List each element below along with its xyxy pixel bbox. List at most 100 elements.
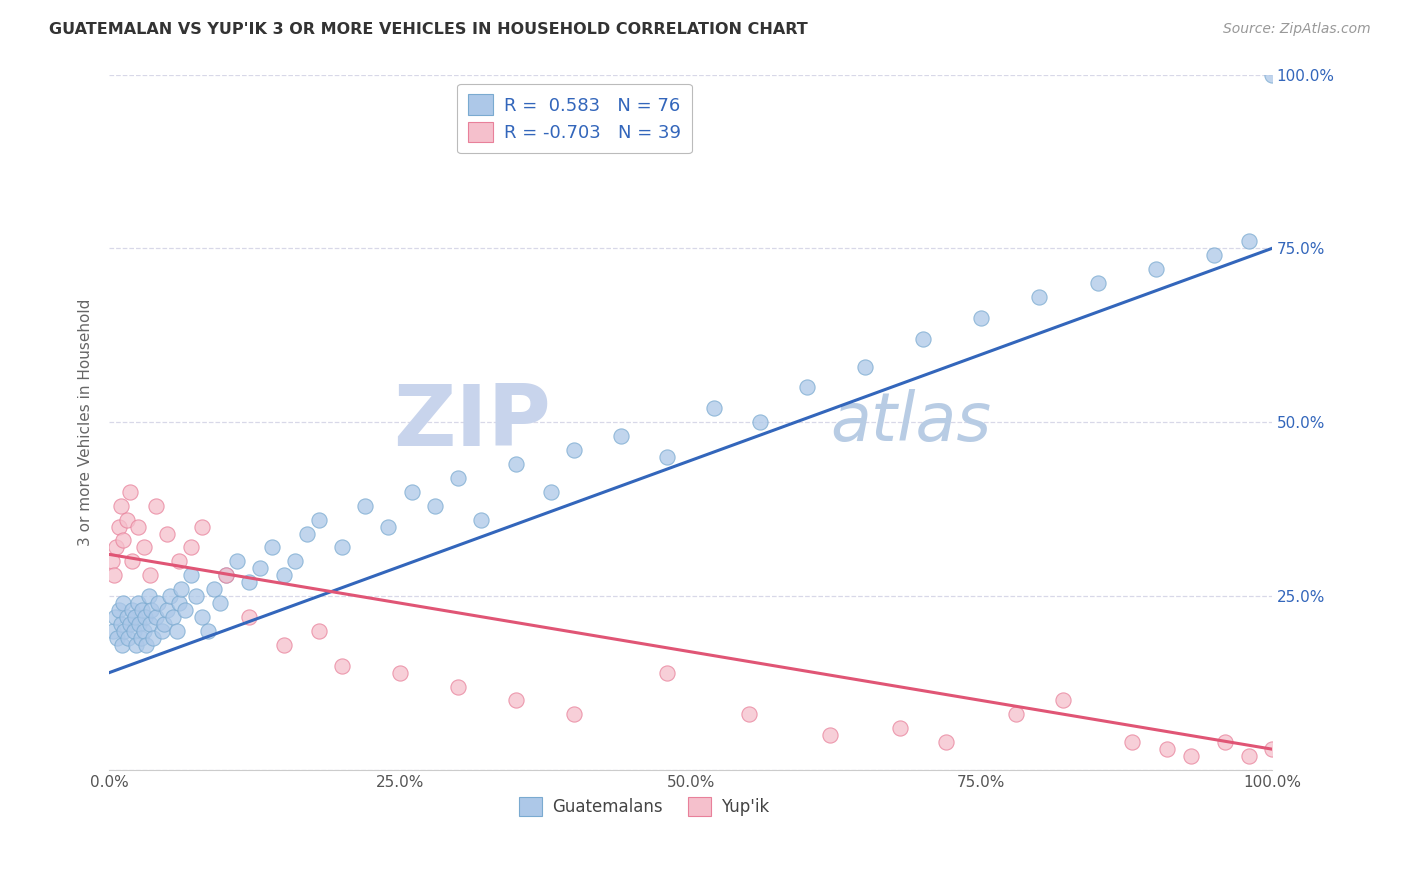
Point — [505, 457, 527, 471]
Point — [273, 638, 295, 652]
Point — [238, 610, 260, 624]
Point — [1215, 735, 1237, 749]
Point — [238, 575, 260, 590]
Y-axis label: 3 or more Vehicles in Household: 3 or more Vehicles in Household — [79, 299, 93, 546]
Point — [100, 554, 122, 568]
Point — [170, 582, 193, 597]
Point — [122, 624, 145, 638]
Point — [540, 484, 562, 499]
Point — [121, 554, 143, 568]
Point — [401, 484, 423, 499]
Point — [167, 554, 190, 568]
Point — [135, 638, 157, 652]
Point — [295, 526, 318, 541]
Point — [214, 568, 236, 582]
Point — [1202, 248, 1225, 262]
Point — [1028, 290, 1050, 304]
Point — [180, 568, 202, 582]
Point — [1156, 742, 1178, 756]
Point — [186, 589, 208, 603]
Point — [657, 665, 679, 680]
Point — [112, 624, 135, 638]
Point — [505, 693, 527, 707]
Point — [249, 561, 271, 575]
Point — [162, 610, 184, 624]
Point — [330, 658, 353, 673]
Point — [423, 499, 446, 513]
Point — [610, 429, 633, 443]
Point — [1237, 235, 1260, 249]
Point — [1052, 693, 1074, 707]
Point — [1261, 68, 1284, 82]
Point — [153, 616, 176, 631]
Legend: Guatemalans, Yup'ik: Guatemalans, Yup'ik — [510, 789, 778, 824]
Point — [134, 541, 156, 555]
Point — [104, 610, 127, 624]
Point — [447, 680, 470, 694]
Point — [110, 499, 132, 513]
Point — [1005, 707, 1028, 722]
Point — [107, 603, 129, 617]
Point — [388, 665, 411, 680]
Point — [107, 519, 129, 533]
Point — [562, 443, 585, 458]
Point — [139, 603, 162, 617]
Point — [180, 541, 202, 555]
Point — [191, 610, 214, 624]
Point — [139, 616, 162, 631]
Point — [1121, 735, 1143, 749]
Point — [912, 332, 935, 346]
Point — [330, 541, 353, 555]
Point — [166, 624, 188, 638]
Point — [167, 596, 190, 610]
Point — [202, 582, 225, 597]
Point — [120, 484, 142, 499]
Point — [129, 631, 152, 645]
Point — [1261, 742, 1284, 756]
Text: GUATEMALAN VS YUP'IK 3 OR MORE VEHICLES IN HOUSEHOLD CORRELATION CHART: GUATEMALAN VS YUP'IK 3 OR MORE VEHICLES … — [49, 22, 808, 37]
Point — [308, 624, 330, 638]
Point — [889, 721, 911, 735]
Point — [112, 596, 135, 610]
Point — [101, 624, 124, 638]
Point — [354, 499, 377, 513]
Point — [818, 728, 841, 742]
Point — [260, 541, 283, 555]
Point — [173, 603, 195, 617]
Point — [159, 589, 181, 603]
Point — [970, 310, 993, 325]
Point — [145, 610, 167, 624]
Point — [284, 554, 307, 568]
Text: ZIP: ZIP — [394, 381, 551, 464]
Point — [112, 533, 135, 548]
Point — [120, 616, 142, 631]
Point — [105, 541, 128, 555]
Point — [146, 596, 169, 610]
Text: atlas: atlas — [830, 389, 991, 455]
Point — [156, 526, 179, 541]
Point — [134, 610, 156, 624]
Point — [145, 499, 167, 513]
Point — [131, 603, 153, 617]
Point — [121, 603, 143, 617]
Point — [142, 631, 165, 645]
Point — [111, 638, 134, 652]
Point — [1237, 749, 1260, 764]
Point — [853, 359, 876, 374]
Point — [124, 610, 146, 624]
Point — [127, 596, 149, 610]
Point — [150, 624, 173, 638]
Point — [115, 610, 138, 624]
Point — [110, 616, 132, 631]
Point — [115, 513, 138, 527]
Point — [103, 568, 125, 582]
Point — [738, 707, 761, 722]
Point — [703, 401, 725, 416]
Point — [1144, 262, 1167, 277]
Text: Source: ZipAtlas.com: Source: ZipAtlas.com — [1223, 22, 1371, 37]
Point — [191, 519, 214, 533]
Point — [1087, 276, 1109, 290]
Point — [138, 589, 160, 603]
Point — [377, 519, 399, 533]
Point — [156, 603, 179, 617]
